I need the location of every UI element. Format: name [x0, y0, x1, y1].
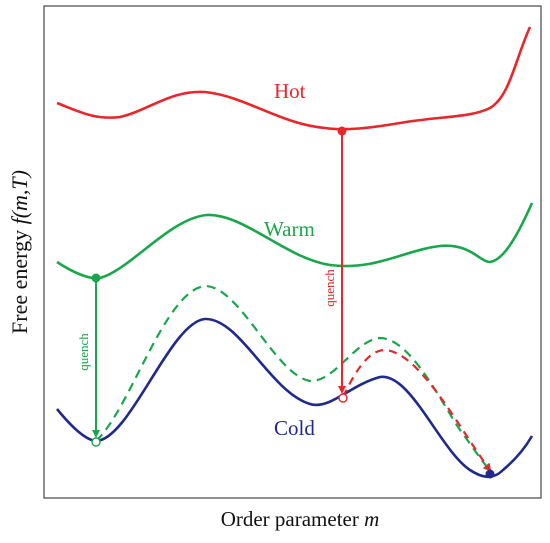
- hot-label: Hot: [274, 79, 306, 103]
- hot-curve: [56, 26, 532, 131]
- quench-label-left: quench: [76, 333, 91, 371]
- cold-curve: [55, 317, 534, 479]
- warm-start-point: [91, 273, 101, 283]
- plot-frame: [43, 5, 542, 499]
- warm-label: Warm: [264, 217, 315, 241]
- cold-label: Cold: [274, 416, 315, 440]
- hot-quench-endpoint: [338, 393, 348, 403]
- global-minimum-point: [485, 469, 495, 479]
- y-axis-label: Free energy f(m,T): [7, 170, 32, 334]
- warm-quench-endpoint: [91, 437, 101, 447]
- warm-curve: [56, 202, 534, 280]
- warm-quenched-dashed-curve: [95, 284, 492, 472]
- hot-quenched-dashed-curve: [342, 348, 492, 472]
- x-axis-label: Order parameter m: [221, 507, 380, 531]
- quench-label-right: quench: [322, 269, 337, 307]
- hot-start-point: [337, 126, 347, 136]
